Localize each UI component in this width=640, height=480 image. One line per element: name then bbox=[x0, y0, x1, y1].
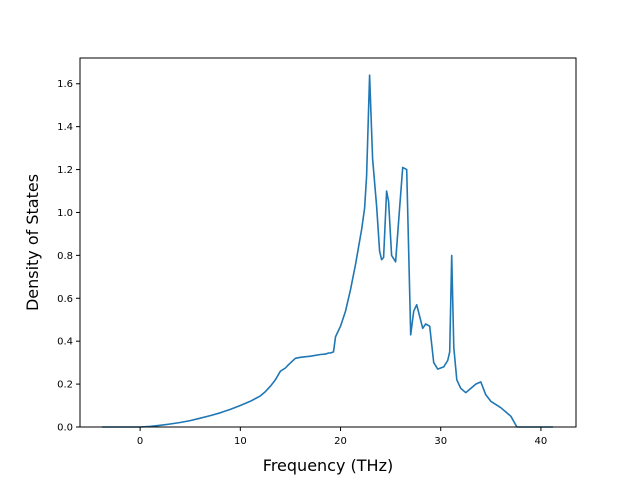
x-tick-label: 10 bbox=[234, 436, 247, 447]
x-axis-label: Frequency (THz) bbox=[263, 456, 393, 475]
y-axis-label: Density of States bbox=[23, 174, 42, 311]
x-tick-label: 0 bbox=[137, 436, 143, 447]
y-tick-label: 0.4 bbox=[57, 337, 73, 348]
axes-frame bbox=[79, 57, 577, 428]
y-tick-label: 1.4 bbox=[57, 122, 73, 133]
x-tick-label: 20 bbox=[334, 436, 347, 447]
plot-marks bbox=[102, 74, 553, 428]
y-tick-label: 0.8 bbox=[57, 251, 73, 262]
y-tick-label: 1.2 bbox=[57, 165, 73, 176]
y-tick-label: 0.6 bbox=[57, 294, 73, 305]
y-tick-label: 1.6 bbox=[57, 79, 73, 90]
dos-series-line bbox=[102, 74, 553, 428]
axis-ticks: 0 10 20 30 40 0.0 0.2 0.4 0.6 0.8 1.0 1.2 1.4 1.6 bbox=[57, 79, 547, 447]
y-tick-label: 0.0 bbox=[57, 423, 73, 434]
y-tick-label: 1.0 bbox=[57, 208, 73, 219]
y-tick-label: 0.2 bbox=[57, 380, 73, 391]
x-tick-label: 30 bbox=[434, 436, 447, 447]
x-tick-label: 40 bbox=[535, 436, 548, 447]
